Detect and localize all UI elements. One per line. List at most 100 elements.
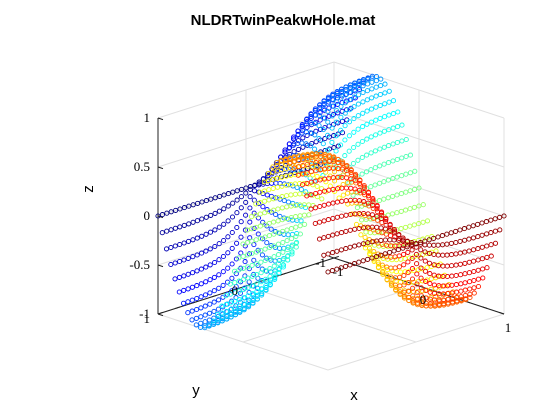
data-point — [300, 144, 306, 150]
data-point — [284, 238, 290, 244]
data-point — [306, 202, 312, 208]
data-point — [453, 239, 459, 246]
data-point — [325, 217, 331, 223]
data-point — [262, 210, 268, 216]
data-point — [462, 271, 468, 277]
data-point — [338, 247, 344, 253]
data-point — [419, 299, 425, 305]
data-point — [362, 234, 368, 240]
data-point — [243, 190, 249, 196]
data-point — [280, 228, 286, 234]
data-point — [413, 251, 419, 257]
data-point — [216, 272, 222, 278]
data-point — [289, 236, 295, 242]
data-point — [317, 189, 323, 195]
data-point — [386, 112, 392, 118]
data-point — [404, 244, 410, 250]
data-point — [234, 240, 240, 246]
data-point — [416, 185, 422, 191]
data-point — [379, 212, 385, 218]
data-point — [352, 173, 358, 179]
data-point — [258, 286, 264, 292]
data-point — [422, 268, 428, 274]
data-point — [190, 202, 196, 208]
data-point — [373, 117, 379, 123]
data-point — [211, 288, 217, 294]
data-point — [407, 223, 413, 229]
data-point — [350, 192, 356, 198]
data-point — [236, 303, 243, 309]
data-point — [378, 215, 384, 222]
data-point — [221, 192, 227, 198]
data-point — [225, 218, 231, 224]
data-point — [414, 290, 420, 296]
data-point — [403, 136, 409, 143]
data-point — [346, 133, 352, 139]
data-point — [453, 262, 459, 268]
data-point — [284, 253, 290, 259]
data-point — [185, 238, 192, 244]
data-point — [207, 229, 214, 235]
data-point — [266, 220, 272, 226]
data-point — [488, 253, 494, 259]
data-point — [410, 285, 416, 291]
data-point — [475, 267, 481, 273]
data-point — [244, 227, 250, 233]
data-point — [302, 221, 308, 227]
data-point — [267, 273, 273, 280]
data-point — [168, 227, 174, 233]
data-point — [327, 183, 333, 189]
data-point — [316, 113, 322, 119]
data-point — [417, 240, 423, 246]
z-tick-mark — [157, 264, 164, 268]
data-point — [159, 212, 165, 218]
data-point — [352, 95, 358, 101]
data-point — [333, 148, 339, 154]
data-point — [368, 119, 374, 125]
data-point — [287, 160, 293, 166]
data-point — [199, 216, 205, 222]
data-point — [410, 298, 416, 304]
data-point — [304, 156, 310, 162]
data-point — [360, 258, 366, 264]
y-axis-label: y — [192, 382, 200, 399]
data-point — [257, 200, 263, 206]
data-point — [329, 103, 335, 109]
data-point — [448, 240, 454, 246]
data-point — [280, 249, 286, 255]
data-point — [172, 276, 178, 282]
data-point — [249, 262, 255, 268]
data-point — [189, 284, 195, 290]
x-tick-label: 1 — [505, 320, 512, 335]
data-point — [439, 233, 445, 239]
data-point — [458, 294, 464, 300]
data-point — [416, 221, 422, 227]
data-point — [243, 185, 249, 191]
data-point — [288, 226, 294, 232]
data-point — [351, 261, 357, 267]
data-point — [320, 127, 326, 133]
data-point — [212, 195, 218, 201]
data-point — [488, 242, 494, 248]
data-point — [457, 238, 463, 244]
data-point — [302, 205, 309, 211]
data-point — [395, 247, 401, 253]
data-point — [295, 172, 301, 178]
data-point — [373, 78, 379, 84]
data-point — [168, 244, 174, 251]
data-point — [344, 167, 350, 174]
data-point — [238, 205, 244, 211]
data-point — [389, 211, 395, 217]
data-point — [155, 213, 161, 219]
data-point — [435, 234, 441, 240]
data-point — [238, 219, 244, 225]
data-point — [343, 263, 349, 269]
data-point — [317, 117, 323, 123]
data-point — [250, 296, 256, 303]
z-tick-label: -0.5 — [129, 257, 150, 272]
data-point — [400, 235, 406, 241]
data-point — [275, 206, 281, 212]
data-point — [203, 279, 209, 285]
data-point — [479, 220, 485, 226]
data-point — [194, 235, 200, 241]
